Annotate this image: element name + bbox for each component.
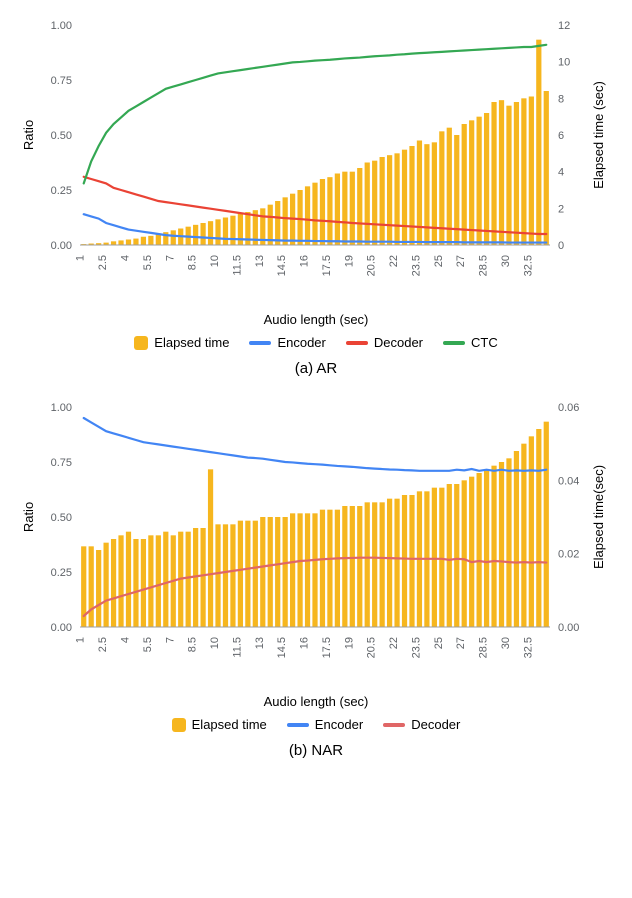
svg-text:2: 2: [558, 203, 564, 215]
svg-text:30: 30: [500, 255, 512, 267]
svg-text:1: 1: [75, 637, 87, 643]
chart-b-legend: Elapsed time Encoder Decoder: [15, 717, 617, 732]
svg-text:0.04: 0.04: [558, 475, 579, 487]
legend-item: Encoder: [249, 335, 325, 350]
svg-text:19: 19: [343, 255, 355, 267]
svg-text:Elapsed time (sec): Elapsed time (sec): [591, 81, 606, 189]
legend-label: Decoder: [411, 717, 460, 732]
legend-swatch-rect: [172, 718, 186, 732]
legend-label: CTC: [471, 335, 498, 350]
legend-label: Decoder: [374, 335, 423, 350]
svg-text:32.5: 32.5: [522, 637, 534, 658]
svg-text:28.5: 28.5: [478, 637, 490, 658]
svg-text:10: 10: [558, 57, 570, 69]
svg-text:Elapsed time(sec): Elapsed time(sec): [591, 465, 606, 569]
legend-label: Elapsed time: [154, 335, 229, 350]
svg-text:0.75: 0.75: [51, 75, 72, 87]
svg-text:0.25: 0.25: [51, 185, 72, 197]
legend-item: Decoder: [383, 717, 460, 732]
svg-text:0: 0: [558, 240, 564, 252]
svg-text:11.5: 11.5: [231, 255, 243, 276]
svg-text:28.5: 28.5: [478, 255, 490, 276]
svg-text:32.5: 32.5: [522, 255, 534, 276]
svg-text:7: 7: [164, 255, 176, 261]
svg-text:2.5: 2.5: [97, 637, 109, 652]
svg-text:4: 4: [119, 255, 131, 261]
svg-text:8.5: 8.5: [187, 255, 199, 270]
svg-text:16: 16: [299, 637, 311, 649]
svg-text:30: 30: [500, 637, 512, 649]
legend-item: Elapsed time: [172, 717, 267, 732]
svg-text:2.5: 2.5: [97, 255, 109, 270]
chart-b-svg: 0.00 0.25 0.50 0.75 1.00 0.00 0.02 0.04 0.06 Rati…: [15, 397, 615, 692]
svg-text:0.06: 0.06: [558, 402, 579, 414]
svg-text:Ratio: Ratio: [21, 120, 36, 150]
svg-text:27: 27: [455, 637, 467, 649]
svg-text:7: 7: [164, 637, 176, 643]
legend-label: Encoder: [315, 717, 363, 732]
svg-text:1.00: 1.00: [51, 20, 72, 32]
svg-text:22: 22: [388, 637, 400, 649]
svg-text:4: 4: [558, 167, 564, 179]
svg-text:11.5: 11.5: [231, 637, 243, 658]
chart-b: 0.00 0.25 0.50 0.75 1.00 0.00 0.02 0.04 0.06 Rati…: [15, 397, 617, 732]
legend-item: CTC: [443, 335, 498, 350]
svg-text:23.5: 23.5: [410, 255, 422, 276]
svg-text:10: 10: [209, 255, 221, 267]
svg-text:19: 19: [343, 637, 355, 649]
svg-text:0.02: 0.02: [558, 549, 579, 561]
legend-item: Elapsed time: [134, 335, 229, 350]
svg-text:4: 4: [119, 637, 131, 643]
svg-text:0.00: 0.00: [558, 622, 579, 634]
chart-a-legend: Elapsed time Encoder Decoder CTC: [15, 335, 617, 350]
svg-text:13: 13: [254, 637, 266, 649]
svg-text:0.50: 0.50: [51, 512, 72, 524]
svg-text:0.00: 0.00: [51, 622, 72, 634]
svg-text:1: 1: [75, 255, 87, 261]
svg-text:0.00: 0.00: [51, 240, 72, 252]
legend-swatch-rect: [134, 336, 148, 350]
svg-text:22: 22: [388, 255, 400, 267]
legend-swatch-line: [443, 341, 465, 345]
svg-text:14.5: 14.5: [276, 255, 288, 276]
legend-swatch-line: [346, 341, 368, 345]
legend-label: Encoder: [277, 335, 325, 350]
svg-text:17.5: 17.5: [321, 255, 333, 276]
legend-item: Decoder: [346, 335, 423, 350]
chart-a-svg: 0.00 0.25 0.50 0.75 1.00 0 2 4 6 8 10 12 Ratio Elapse…: [15, 15, 615, 310]
chart-b-caption: (b) NAR: [15, 742, 617, 759]
svg-text:0.50: 0.50: [51, 130, 72, 142]
svg-text:5.5: 5.5: [142, 255, 154, 270]
svg-text:17.5: 17.5: [321, 637, 333, 658]
svg-text:20.5: 20.5: [366, 637, 378, 658]
legend-swatch-line: [287, 723, 309, 727]
legend-label: Elapsed time: [192, 717, 267, 732]
chart-a-caption: (a) AR: [15, 360, 617, 377]
svg-text:25: 25: [433, 637, 445, 649]
svg-text:5.5: 5.5: [142, 637, 154, 652]
svg-text:25: 25: [433, 255, 445, 267]
legend-swatch-line: [249, 341, 271, 345]
svg-text:0.25: 0.25: [51, 567, 72, 579]
svg-text:13: 13: [254, 255, 266, 267]
svg-text:12: 12: [558, 20, 570, 32]
svg-text:6: 6: [558, 130, 564, 142]
svg-text:10: 10: [209, 637, 221, 649]
svg-text:20.5: 20.5: [366, 255, 378, 276]
svg-text:23.5: 23.5: [410, 637, 422, 658]
svg-text:14.5: 14.5: [276, 637, 288, 658]
chart-a-xlabel: Audio length (sec): [15, 312, 617, 327]
svg-text:8.5: 8.5: [187, 637, 199, 652]
svg-text:1.00: 1.00: [51, 402, 72, 414]
chart-b-xlabel: Audio length (sec): [15, 694, 617, 709]
svg-text:27: 27: [455, 255, 467, 267]
chart-a: 0.00 0.25 0.50 0.75 1.00 0 2 4 6 8 10 12 Ratio Elapse…: [15, 15, 617, 350]
svg-text:0.75: 0.75: [51, 457, 72, 469]
svg-text:16: 16: [299, 255, 311, 267]
legend-swatch-line: [383, 723, 405, 727]
svg-text:8: 8: [558, 93, 564, 105]
svg-text:Ratio: Ratio: [21, 502, 36, 532]
legend-item: Encoder: [287, 717, 363, 732]
